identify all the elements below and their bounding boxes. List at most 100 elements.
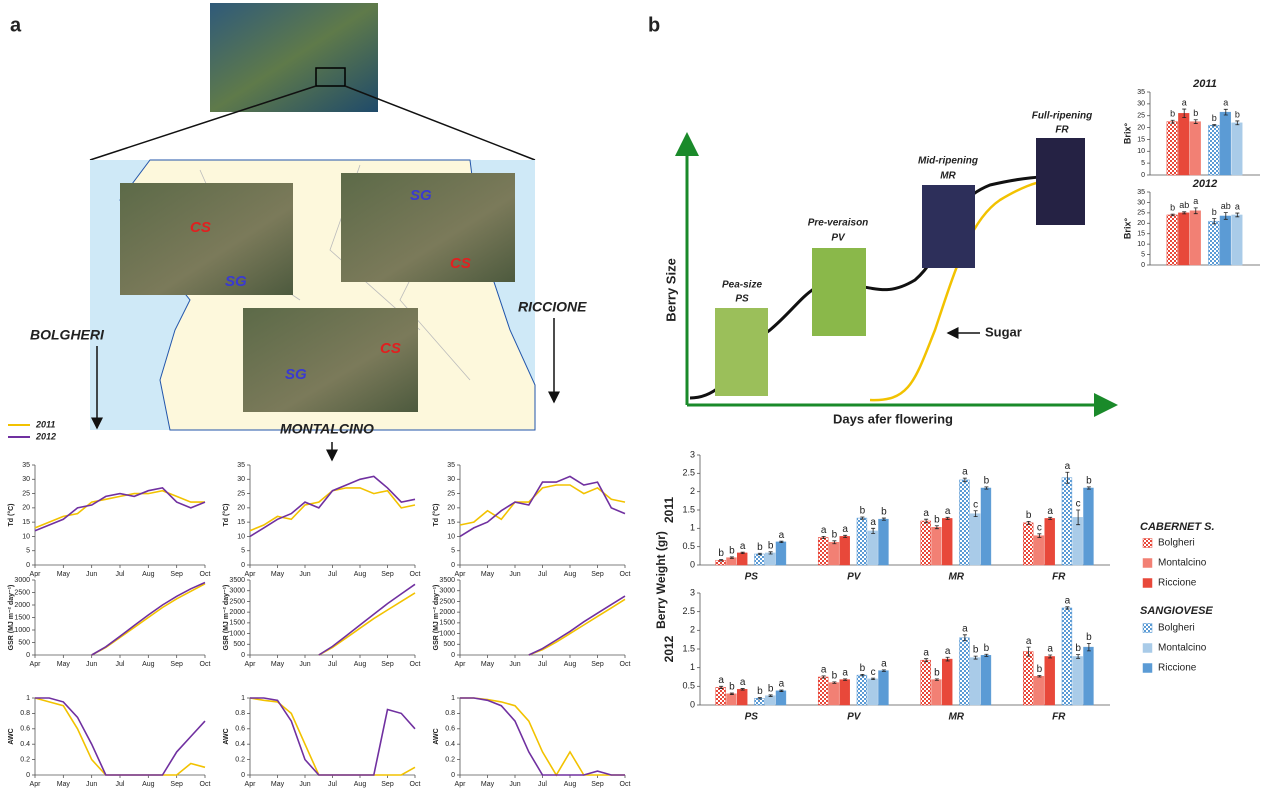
significance-letter: a <box>870 517 876 528</box>
y-tick-label: 35 <box>1137 189 1145 196</box>
x-tick-label: FR <box>1052 712 1066 723</box>
error-bar <box>1086 643 1091 652</box>
zoom-box <box>315 67 346 87</box>
bar <box>839 536 850 566</box>
y-tick-label: 1 <box>241 695 245 702</box>
error-bar <box>1223 212 1228 220</box>
x-tick-label: Jun <box>299 571 310 578</box>
y-tick-label: 3000 <box>14 577 30 584</box>
bar <box>726 693 737 706</box>
error-bar <box>729 692 734 695</box>
y-tick-label: 3000 <box>229 588 245 595</box>
significance-letter: a <box>923 508 929 519</box>
significance-letter: a <box>945 646 951 657</box>
x-tick-label: Sep <box>170 661 183 668</box>
error-bar <box>1065 471 1070 484</box>
line <box>318 583 416 656</box>
x-tick-label: Jul <box>538 781 547 788</box>
error-bar <box>779 689 784 692</box>
y-tick-label: 0.5 <box>682 541 695 551</box>
significance-letter: a <box>962 467 968 478</box>
bar <box>764 695 776 706</box>
y-axis-label: GSR (MJ m⁻² day⁻¹) <box>433 585 440 651</box>
error-bar <box>1026 520 1031 525</box>
x-axis-label: Days afer flowering <box>833 411 953 426</box>
significance-letter: b <box>832 670 838 681</box>
y-tick-label: 5 <box>1141 251 1145 258</box>
y-tick-label: 2 <box>690 625 695 635</box>
significance-letter: b <box>1170 202 1175 212</box>
grape-photo <box>1036 138 1085 225</box>
error-bar <box>924 658 929 663</box>
bar <box>1072 517 1083 566</box>
vineyard-label: CS <box>450 255 471 272</box>
y-tick-label: 0 <box>690 559 695 569</box>
x-tick-label: Aug <box>564 781 577 788</box>
y-tick-label: 25 <box>1137 210 1145 217</box>
y-axis-label: Td (°C) <box>222 503 230 526</box>
error-bar <box>768 551 773 555</box>
chart-title: 2011 <box>1192 78 1217 90</box>
x-tick-label: Aug <box>142 661 155 668</box>
y-tick-label: 1.5 <box>682 643 695 653</box>
bar <box>1208 124 1220 176</box>
error-bar <box>1076 654 1081 659</box>
vineyard-label: SG <box>410 187 432 204</box>
bar <box>920 659 931 706</box>
significance-letter: a <box>962 623 968 634</box>
significance-letter: b <box>860 506 866 517</box>
significance-letter: b <box>718 548 724 559</box>
bar <box>775 690 787 706</box>
y-tick-label: 5 <box>451 548 455 555</box>
significance-letter: a <box>1065 461 1071 472</box>
significance-letter: b <box>1086 632 1092 643</box>
bar <box>828 682 840 706</box>
y-axis-label: Td (°C) <box>432 503 440 526</box>
y-tick-label: 1000 <box>229 630 245 637</box>
y-tick-label: 0 <box>26 772 30 779</box>
y-tick-label: 1 <box>26 695 30 702</box>
significance-letter: ab <box>1179 200 1189 210</box>
bar <box>754 553 765 566</box>
y-tick-label: 3000 <box>439 588 455 595</box>
bar <box>715 559 726 566</box>
bar <box>1083 487 1094 566</box>
error-bar <box>1212 218 1217 225</box>
y-tick-label: 0 <box>241 772 245 779</box>
error-bar <box>973 655 978 660</box>
y-tick-label: 0 <box>241 652 245 659</box>
line <box>34 487 206 532</box>
bar <box>737 689 748 706</box>
x-tick-label: Apr <box>455 571 467 578</box>
error-bar <box>757 552 762 556</box>
x-tick-label: Jul <box>328 571 337 578</box>
bar <box>969 657 981 706</box>
y-tick-label: 0 <box>1141 172 1145 179</box>
y-axis-label: Brix° <box>1122 218 1132 240</box>
y-tick-label: 35 <box>22 462 30 469</box>
significance-letter: b <box>1235 109 1240 119</box>
error-bar <box>1076 509 1081 526</box>
y-tick-label: 15 <box>22 519 30 526</box>
legend-label: Riccione <box>1158 578 1197 589</box>
bar <box>737 552 748 566</box>
y-tick-label: 2000 <box>14 602 30 609</box>
bar <box>920 520 931 566</box>
y-tick-label: 10 <box>1137 241 1145 248</box>
y-tick-label: 500 <box>18 639 30 646</box>
x-tick-label: Apr <box>455 781 467 788</box>
site-label: MONTALCINO <box>280 421 374 437</box>
x-tick-label: PV <box>847 572 862 583</box>
line <box>460 697 625 776</box>
error-bar <box>871 527 876 534</box>
bar <box>867 530 878 566</box>
y-tick-label: 10 <box>1137 148 1145 155</box>
y-tick-label: 10 <box>22 533 30 540</box>
y-tick-label: 0 <box>451 562 455 569</box>
error-bar <box>719 559 724 562</box>
x-tick-label: Aug <box>142 571 155 578</box>
site-label: BOLGHERI <box>30 327 105 343</box>
legend-label: Montalcino <box>1158 558 1207 569</box>
y-tick-label: 0.4 <box>235 741 245 748</box>
y-tick-label: 0 <box>241 562 245 569</box>
